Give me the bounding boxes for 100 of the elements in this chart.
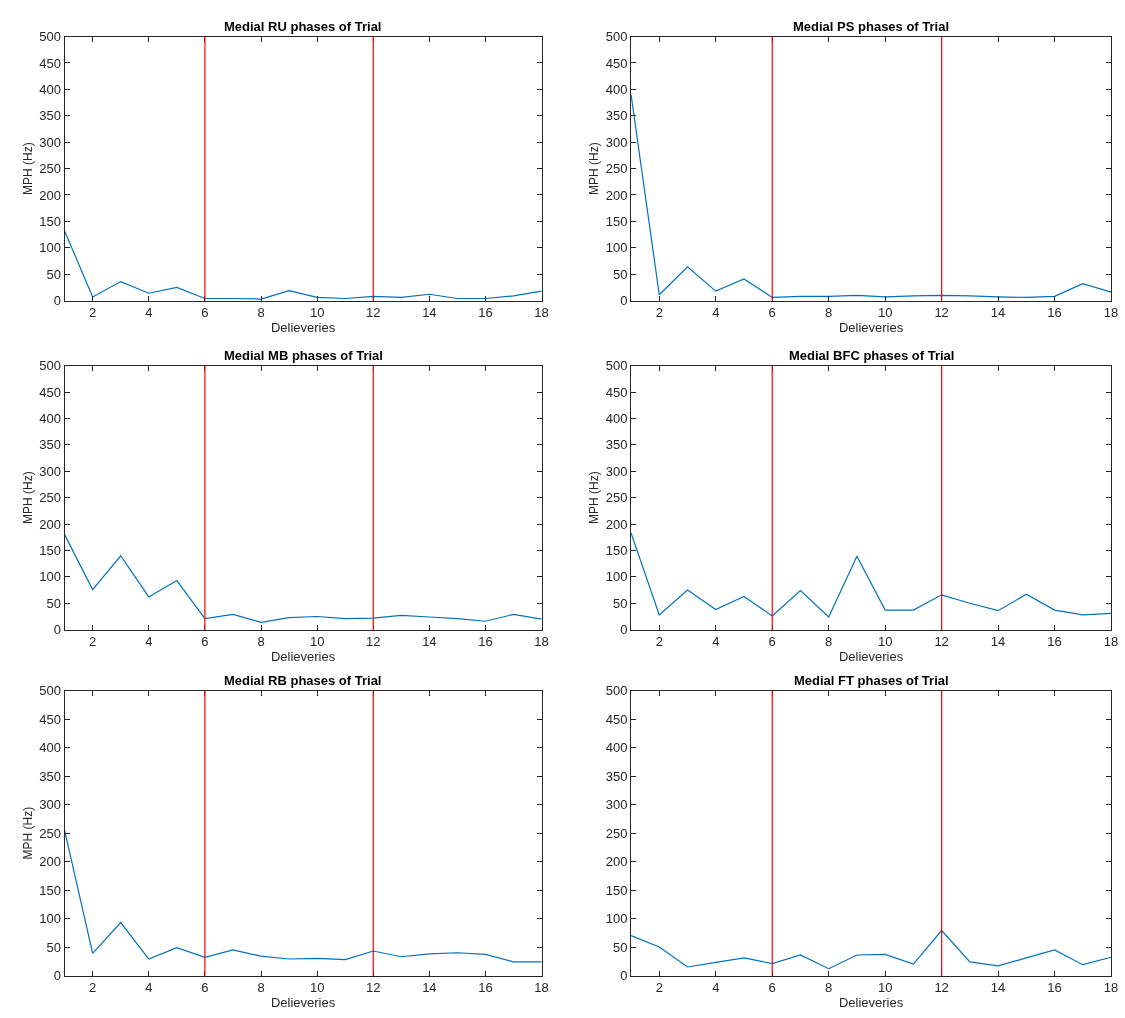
x-tick-label: 14 [422, 305, 437, 321]
y-tick-label: 250 [39, 490, 61, 506]
x-tick-label: 8 [257, 305, 265, 321]
y-tick-label: 500 [39, 358, 61, 374]
y-tick-label: 200 [39, 187, 61, 203]
y-tick-label: 400 [39, 411, 61, 426]
y-tick-label: 200 [605, 187, 628, 203]
y-tick-label: 100 [605, 911, 628, 927]
y-tick-label: 100 [39, 911, 61, 927]
y-tick-label: 250 [39, 161, 61, 177]
x-tick-label: 10 [877, 305, 893, 321]
y-tick-label: 150 [39, 213, 61, 229]
x-tick-label: 16 [1047, 980, 1062, 996]
x-axis-title: Delieveries [270, 649, 336, 665]
y-tick-label: 400 [605, 740, 628, 756]
x-tick-label: 10 [309, 305, 325, 321]
x-tick-label: 2 [89, 634, 97, 650]
y-axis-title: MPH (Hz) [20, 471, 35, 524]
y-tick-label: 400 [39, 81, 61, 97]
x-tick-label: 6 [768, 634, 776, 650]
y-tick-label: 450 [605, 384, 628, 400]
y-tick-label: 100 [605, 569, 628, 585]
x-tick-label: 8 [825, 980, 833, 996]
y-tick-label: 300 [39, 463, 61, 479]
x-tick-label: 18 [534, 305, 549, 321]
chart-title: Medial BFC phases of Trial [789, 348, 955, 363]
x-tick-label: 8 [257, 634, 265, 650]
x-tick-label: 2 [89, 305, 97, 321]
x-tick-label: 18 [1103, 980, 1119, 996]
x-tick-label: 8 [825, 305, 833, 321]
chart-title: Medial PS phases of Trial [793, 19, 950, 34]
y-tick-label: 150 [39, 543, 61, 559]
y-tick-label: 500 [605, 29, 628, 45]
y-tick-label: 500 [605, 358, 628, 374]
y-tick-label: 200 [39, 854, 61, 870]
y-tick-label: 500 [39, 29, 61, 45]
chart-title: Medial MB phases of Trial [224, 348, 383, 363]
y-tick-label: 150 [39, 882, 61, 898]
x-tick-label: 16 [1047, 634, 1062, 650]
x-tick-label: 16 [478, 980, 493, 996]
x-tick-label: 18 [1103, 634, 1119, 650]
y-tick-label: 150 [605, 543, 628, 559]
line-series [64, 230, 542, 300]
x-axis-title: Delieveries [838, 320, 904, 336]
y-tick-label: 500 [605, 683, 628, 699]
x-tick-label: 4 [712, 980, 720, 996]
y-tick-label: 300 [605, 797, 628, 813]
y-axis-title: MPH (Hz) [20, 142, 35, 195]
y-tick-label: 150 [605, 882, 628, 898]
y-tick-label: 250 [39, 825, 61, 841]
x-tick-label: 4 [145, 305, 153, 321]
x-tick-label: 12 [366, 305, 381, 321]
y-tick-label: 450 [605, 711, 628, 727]
y-tick-label: 400 [605, 81, 628, 97]
y-tick-label: 150 [605, 213, 628, 229]
x-tick-label: 6 [201, 980, 209, 996]
y-tick-label: 350 [605, 437, 628, 453]
x-axis-title: Delieveries [838, 649, 904, 665]
y-tick-label: 0 [620, 622, 628, 638]
y-tick-label: 450 [39, 55, 61, 71]
y-axis-title: MPH (Hz) [20, 806, 35, 860]
x-tick-label: 12 [934, 980, 949, 996]
y-tick-label: 50 [612, 939, 628, 955]
line-series [631, 532, 1112, 618]
y-tick-label: 300 [39, 134, 61, 150]
y-tick-label: 450 [39, 711, 61, 727]
x-tick-label: 18 [534, 634, 549, 650]
x-tick-label: 2 [89, 980, 97, 996]
x-tick-label: 10 [309, 634, 325, 650]
x-axis-title: Delieveries [838, 995, 904, 1011]
x-tick-label: 10 [877, 634, 893, 650]
y-tick-label: 450 [39, 384, 61, 400]
y-tick-label: 0 [620, 968, 628, 984]
y-tick-label: 350 [605, 108, 628, 124]
y-tick-label: 0 [53, 293, 61, 309]
x-tick-label: 12 [934, 634, 949, 650]
y-tick-label: 350 [39, 768, 61, 784]
x-tick-label: 6 [768, 980, 776, 996]
x-tick-label: 4 [712, 634, 720, 650]
x-tick-label: 6 [201, 634, 209, 650]
y-tick-label: 100 [39, 240, 61, 256]
x-tick-label: 2 [655, 634, 663, 650]
x-tick-label: 16 [1047, 305, 1062, 321]
line-series [631, 929, 1112, 970]
x-tick-label: 8 [825, 634, 833, 650]
y-tick-label: 200 [39, 516, 61, 532]
x-tick-label: 12 [366, 980, 381, 996]
y-tick-label: 50 [46, 939, 61, 955]
chart-title: Medial RU phases of Trial [224, 19, 382, 34]
y-tick-label: 300 [605, 463, 628, 479]
y-tick-label: 250 [605, 490, 628, 506]
x-tick-label: 6 [768, 305, 776, 321]
y-tick-label: 100 [605, 240, 628, 256]
y-tick-label: 300 [605, 134, 628, 150]
x-tick-label: 6 [201, 305, 209, 321]
x-tick-label: 14 [422, 980, 437, 996]
y-tick-label: 0 [53, 622, 61, 638]
line-series [64, 534, 542, 623]
x-tick-label: 18 [534, 980, 549, 996]
x-tick-label: 16 [478, 305, 493, 321]
